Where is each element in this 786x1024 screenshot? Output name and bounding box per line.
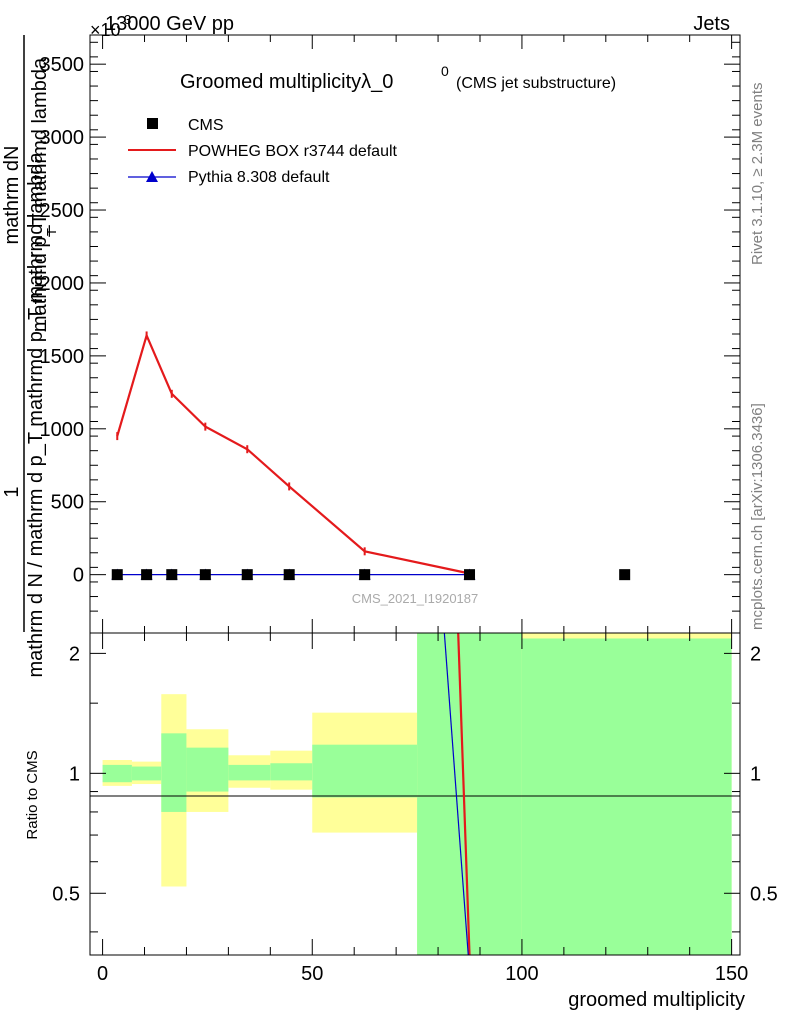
main-y-tick-label: 2000 <box>40 273 85 295</box>
main-series <box>111 331 631 581</box>
powheg-line <box>116 332 470 575</box>
powheg-ratio-line <box>457 632 471 956</box>
legend-cms-marker <box>147 118 158 129</box>
ratio-y-tick-label-right: 1 <box>750 763 761 785</box>
main-y-ticks: 0 500 1000 1500 2000 2500 3000 3500 <box>40 35 740 633</box>
x-axis-label: groomed multiplicity <box>568 989 745 1011</box>
ratio-green-band <box>521 638 732 955</box>
y-label-one: 1 <box>1 486 23 497</box>
legend: CMS POWHEG BOX r3744 default Pythia 8.30… <box>128 117 398 186</box>
ratio-y-tick-label: 1 <box>69 763 80 785</box>
cms-point <box>619 569 631 581</box>
main-y-tick-label: 3000 <box>40 127 85 149</box>
main-y-tick-label: 0 <box>73 565 84 587</box>
pythia-ratio-line <box>443 632 469 956</box>
ratio-green-band <box>102 764 132 783</box>
mcplots-label: mcplots.cern.ch [arXiv:1306.3436] <box>749 403 766 630</box>
legend-pythia-marker <box>146 171 158 182</box>
y-label-subscript: T <box>44 228 59 236</box>
main-y-tick-label: 1500 <box>40 346 85 368</box>
main-y-tick-label: 1000 <box>40 419 85 441</box>
ratio-green-band <box>312 744 418 798</box>
cms-point <box>199 569 211 581</box>
main-y-tick-label: 2500 <box>40 200 85 222</box>
main-title-superscript: 0 <box>441 63 449 79</box>
ratio-y-axis-label: Ratio to CMS <box>24 750 41 839</box>
ratio-plot-frame <box>89 632 741 956</box>
y-exponent-power: 3 <box>124 12 131 27</box>
ratio-x-tick-label: 100 <box>505 963 538 985</box>
cms-point <box>241 569 253 581</box>
y-exponent-glyph: ×10 <box>90 20 121 40</box>
ratio-green-band <box>186 747 229 792</box>
cms-point <box>111 569 123 581</box>
ratio-green-band <box>131 766 162 781</box>
ratio-green-band <box>228 764 271 781</box>
ratio-y-tick-label-right: 2 <box>750 643 761 665</box>
ratio-x-tick-label: 0 <box>97 963 108 985</box>
ratio-y-tick-label: 2 <box>69 643 80 665</box>
legend-cms-label: CMS <box>188 117 224 134</box>
ratio-plot: 0.5 0.5 1 1 2 2 0 50 100 150 Ratio to CMS groome… <box>24 632 778 1011</box>
cms-point <box>166 569 178 581</box>
main-y-axis-label: 1 mathrm dN mathrmd p_T mathrmd lambda T… <box>1 35 59 678</box>
ratio-green-band <box>161 733 187 812</box>
watermark: CMS_2021_I1920187 <box>352 591 479 606</box>
ratio-x-tick-label: 150 <box>715 963 748 985</box>
main-title: Groomed multiplicityλ_0 0 (CMS jet subst… <box>180 63 616 93</box>
cms-point <box>359 569 371 581</box>
ratio-x-tick-label: 50 <box>301 963 323 985</box>
y-label-numerator-2: mathrmd p_T mathrmd lambda <box>29 57 51 332</box>
cms-point <box>464 569 476 581</box>
ratio-y-tick-label-right: 0.5 <box>750 883 778 905</box>
ratio-bands <box>102 633 732 955</box>
ratio-green-band <box>270 763 313 781</box>
main-y-tick-label: 500 <box>51 492 84 514</box>
main-plot: 0 500 1000 1500 2000 2500 3000 3500 CMS_2021_I1… <box>1 34 741 678</box>
legend-pythia-label: Pythia 8.308 default <box>188 169 330 186</box>
cms-point <box>283 569 295 581</box>
rivet-version-label: Rivet 3.1.10, ≥ 2.3M events <box>749 83 766 266</box>
process-label: Jets <box>693 13 730 35</box>
main-title-note: (CMS jet substructure) <box>456 75 616 92</box>
main-title-text: Groomed multiplicityλ_0 <box>180 71 393 93</box>
ratio-series <box>443 632 471 956</box>
ratio-green-band <box>417 633 522 955</box>
ratio-y-tick-label: 0.5 <box>52 883 80 905</box>
ratio-x-ticks: 0 50 100 150 <box>97 633 748 985</box>
y-label-denominator: mathrm d N / mathrm d p_T mathrmd p_T ma… <box>25 152 47 678</box>
y-label-numerator: mathrm dN <box>1 146 23 245</box>
beam-energy-label: 13000 GeV pp <box>105 13 234 35</box>
cms-point <box>141 569 153 581</box>
main-y-tick-label: 3500 <box>40 54 85 76</box>
legend-powheg-label: POWHEG BOX r3744 default <box>188 143 398 160</box>
ratio-y-ticks: 0.5 0.5 1 1 2 2 <box>52 643 778 933</box>
